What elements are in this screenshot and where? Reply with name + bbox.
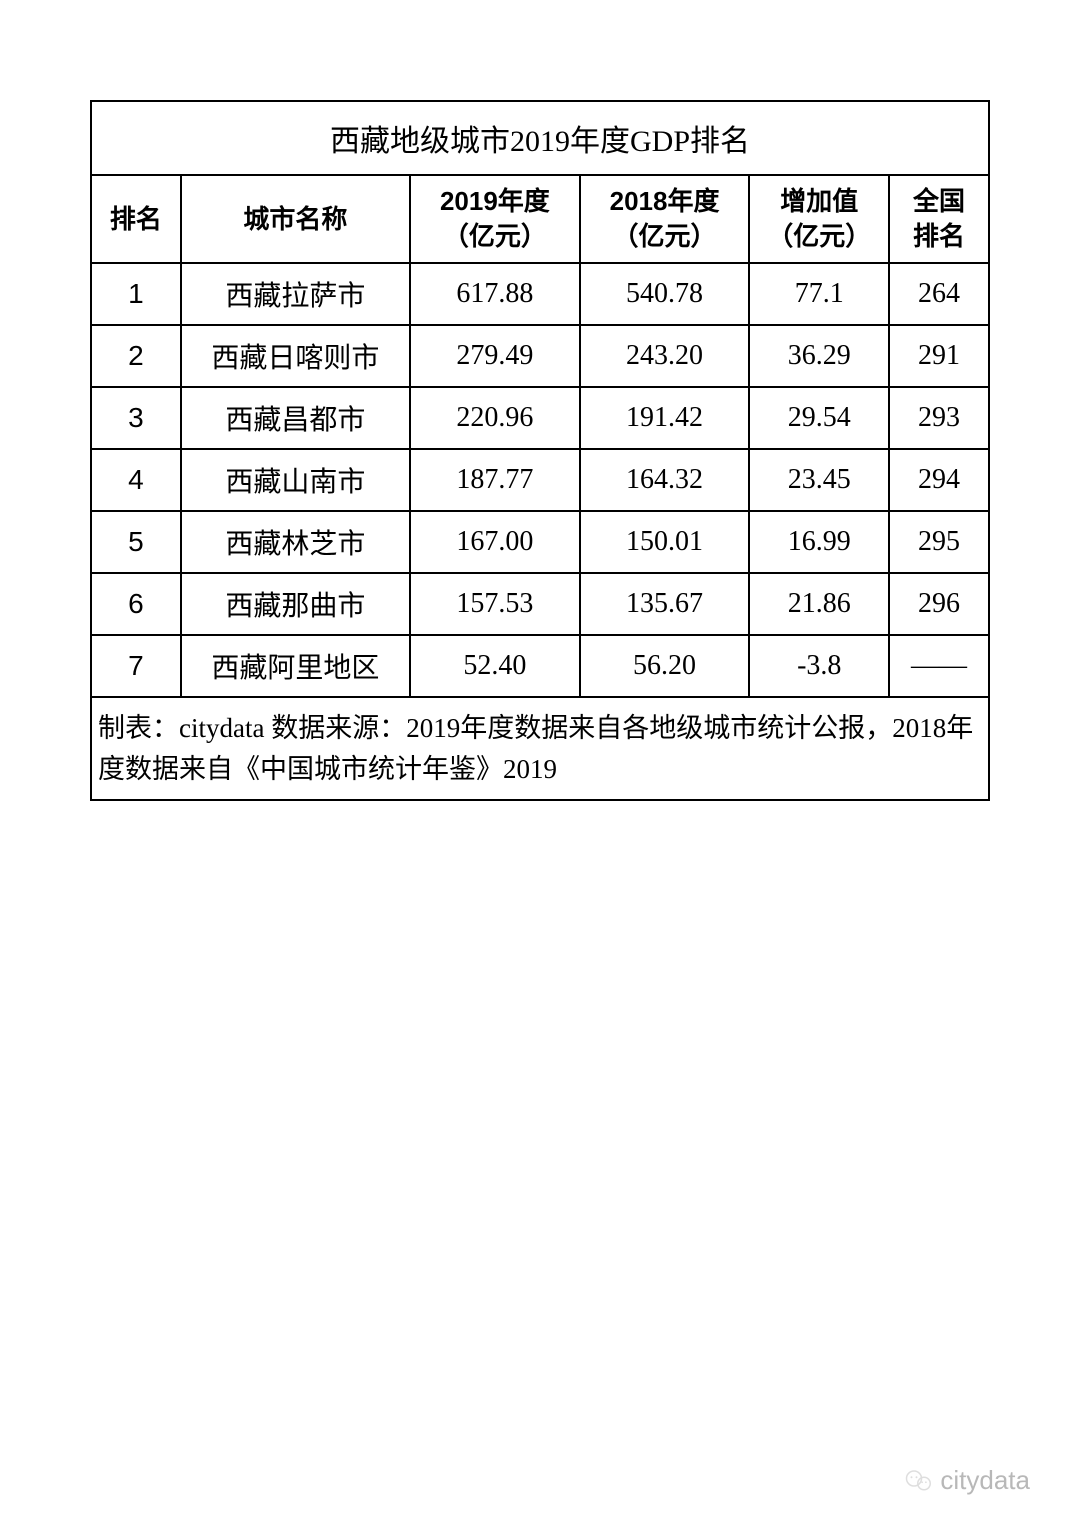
table-footer: 制表：citydata 数据来源：2019年度数据来自各地级城市统计公报，201… bbox=[91, 697, 989, 800]
cell-national: 294 bbox=[889, 449, 989, 511]
cell-rank: 7 bbox=[91, 635, 181, 697]
cell-2018: 150.01 bbox=[580, 511, 750, 573]
cell-2018: 56.20 bbox=[580, 635, 750, 697]
header-text: 排名 bbox=[913, 221, 965, 251]
cell-city: 西藏日喀则市 bbox=[181, 325, 410, 387]
watermark-text: citydata bbox=[940, 1465, 1030, 1496]
table-row: 5 西藏林芝市 167.00 150.01 16.99 295 bbox=[91, 511, 989, 573]
table-title: 西藏地级城市2019年度GDP排名 bbox=[91, 101, 989, 175]
table-header-row: 排名 城市名称 2019年度 （亿元） 2018年度 （亿元） 增加值 （亿元）… bbox=[91, 175, 989, 263]
cell-city: 西藏阿里地区 bbox=[181, 635, 410, 697]
table-title-row: 西藏地级城市2019年度GDP排名 bbox=[91, 101, 989, 175]
watermark: citydata bbox=[904, 1465, 1030, 1496]
col-header-city: 城市名称 bbox=[181, 175, 410, 263]
cell-national: 295 bbox=[889, 511, 989, 573]
col-header-increase: 增加值 （亿元） bbox=[749, 175, 889, 263]
cell-city: 西藏那曲市 bbox=[181, 573, 410, 635]
cell-increase: 29.54 bbox=[749, 387, 889, 449]
gdp-table: 西藏地级城市2019年度GDP排名 排名 城市名称 2019年度 （亿元） 20… bbox=[90, 100, 990, 801]
table-row: 3 西藏昌都市 220.96 191.42 29.54 293 bbox=[91, 387, 989, 449]
cell-national: 291 bbox=[889, 325, 989, 387]
gdp-table-container: 西藏地级城市2019年度GDP排名 排名 城市名称 2019年度 （亿元） 20… bbox=[90, 100, 990, 801]
header-text: 全国 bbox=[913, 186, 965, 216]
cell-increase: 23.45 bbox=[749, 449, 889, 511]
cell-2019: 279.49 bbox=[410, 325, 580, 387]
header-text: （亿元） bbox=[443, 221, 547, 251]
cell-2018: 191.42 bbox=[580, 387, 750, 449]
cell-2019: 52.40 bbox=[410, 635, 580, 697]
col-header-2018: 2018年度 （亿元） bbox=[580, 175, 750, 263]
cell-national: —— bbox=[889, 635, 989, 697]
cell-rank: 4 bbox=[91, 449, 181, 511]
header-text: 排名 bbox=[110, 204, 162, 234]
cell-rank: 1 bbox=[91, 263, 181, 325]
table-row: 1 西藏拉萨市 617.88 540.78 77.1 264 bbox=[91, 263, 989, 325]
cell-2019: 157.53 bbox=[410, 573, 580, 635]
cell-city: 西藏拉萨市 bbox=[181, 263, 410, 325]
col-header-2019: 2019年度 （亿元） bbox=[410, 175, 580, 263]
header-text: 增加值 bbox=[780, 186, 858, 216]
header-text: 2018年度 bbox=[610, 186, 720, 216]
header-text: （亿元） bbox=[767, 221, 871, 251]
cell-2019: 617.88 bbox=[410, 263, 580, 325]
cell-2018: 243.20 bbox=[580, 325, 750, 387]
cell-national: 293 bbox=[889, 387, 989, 449]
table-row: 7 西藏阿里地区 52.40 56.20 -3.8 —— bbox=[91, 635, 989, 697]
cell-2019: 167.00 bbox=[410, 511, 580, 573]
col-header-rank: 排名 bbox=[91, 175, 181, 263]
cell-rank: 2 bbox=[91, 325, 181, 387]
cell-2018: 164.32 bbox=[580, 449, 750, 511]
cell-city: 西藏昌都市 bbox=[181, 387, 410, 449]
cell-increase: 21.86 bbox=[749, 573, 889, 635]
header-text: 2019年度 bbox=[440, 186, 550, 216]
table-footer-row: 制表：citydata 数据来源：2019年度数据来自各地级城市统计公报，201… bbox=[91, 697, 989, 800]
cell-2018: 135.67 bbox=[580, 573, 750, 635]
header-text: （亿元） bbox=[613, 221, 717, 251]
cell-city: 西藏林芝市 bbox=[181, 511, 410, 573]
cell-2019: 220.96 bbox=[410, 387, 580, 449]
table-row: 2 西藏日喀则市 279.49 243.20 36.29 291 bbox=[91, 325, 989, 387]
cell-increase: 77.1 bbox=[749, 263, 889, 325]
header-text: 城市名称 bbox=[243, 204, 347, 234]
col-header-national: 全国 排名 bbox=[889, 175, 989, 263]
cell-2018: 540.78 bbox=[580, 263, 750, 325]
table-row: 6 西藏那曲市 157.53 135.67 21.86 296 bbox=[91, 573, 989, 635]
cell-city: 西藏山南市 bbox=[181, 449, 410, 511]
table-row: 4 西藏山南市 187.77 164.32 23.45 294 bbox=[91, 449, 989, 511]
cell-increase: -3.8 bbox=[749, 635, 889, 697]
cell-increase: 16.99 bbox=[749, 511, 889, 573]
cell-rank: 3 bbox=[91, 387, 181, 449]
cell-2019: 187.77 bbox=[410, 449, 580, 511]
cell-rank: 6 bbox=[91, 573, 181, 635]
cell-national: 296 bbox=[889, 573, 989, 635]
cell-increase: 36.29 bbox=[749, 325, 889, 387]
wechat-icon bbox=[904, 1466, 934, 1496]
cell-rank: 5 bbox=[91, 511, 181, 573]
cell-national: 264 bbox=[889, 263, 989, 325]
